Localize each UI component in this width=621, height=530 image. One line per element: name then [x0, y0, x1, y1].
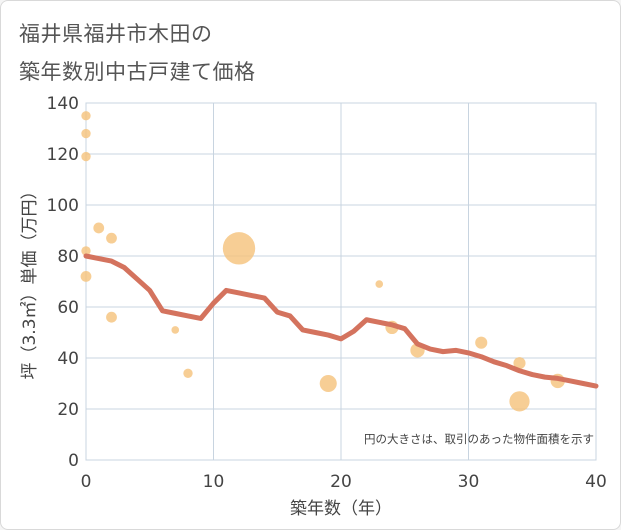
x-tick-label-4: 40	[585, 472, 607, 492]
y-tick-labels: 0 20 40 60 80 100 120 140	[47, 94, 79, 471]
y-tick-label-4: 80	[57, 247, 79, 267]
y-tick-label-3: 60	[57, 298, 79, 318]
x-tick-label-0: 0	[81, 472, 92, 492]
bubble-point-0	[81, 111, 91, 121]
y-tick-label-1: 20	[57, 400, 79, 420]
chart-title-line-1: 福井県福井市木田の	[19, 22, 213, 46]
bubble-point-5	[93, 222, 105, 234]
bubble-point-6	[106, 232, 117, 244]
trend-line	[83, 253, 599, 389]
bubbles	[80, 111, 565, 412]
y-tick-label-6: 120	[47, 145, 79, 165]
bubble-point-8	[171, 326, 180, 334]
bubble-point-3	[81, 246, 91, 256]
bubble-point-17	[509, 391, 530, 412]
y-tick-label-7: 140	[47, 94, 79, 114]
bubble-point-4	[80, 271, 92, 282]
y-tick-label-2: 40	[57, 349, 79, 369]
y-tick-label-5: 100	[47, 196, 79, 216]
grid-lines	[86, 103, 596, 460]
chart-title: 福井県福井市木田の 築年数別中古戸建て価格	[19, 15, 256, 91]
x-axis-label: 築年数（年）	[290, 499, 392, 519]
x-tick-labels: 0 10 20 30 40	[81, 472, 607, 492]
bubble-point-9	[183, 368, 193, 378]
x-tick-label-3: 30	[458, 472, 480, 492]
bubble-point-7	[106, 311, 117, 323]
y-tick-label-0: 0	[68, 451, 79, 471]
y-axis-label: 坪（3.3㎡）単価（万円）	[20, 182, 40, 379]
bubble-size-note: 円の大きさは、取引のあった物件面積を示す	[364, 432, 594, 446]
bubble-point-15	[475, 336, 488, 349]
bubble-point-16	[513, 357, 526, 370]
bubble-point-2	[81, 151, 91, 162]
bubble-point-10	[222, 232, 256, 265]
x-tick-label-1: 10	[203, 472, 225, 492]
bubble-point-1	[81, 128, 91, 139]
bubble-point-12	[375, 280, 384, 288]
chart-title-line-2: 築年数別中古戸建て価格	[19, 60, 256, 84]
x-tick-label-2: 20	[330, 472, 352, 492]
bubble-point-11	[319, 374, 337, 393]
